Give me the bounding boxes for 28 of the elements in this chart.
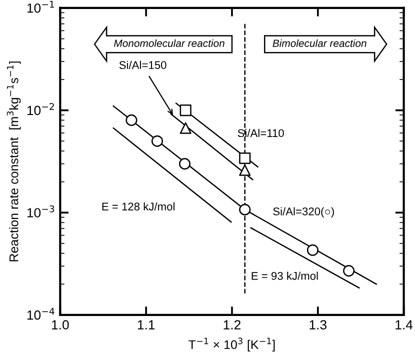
annotation: Si/Al=150 [119, 60, 166, 70]
annotation: Si/Al=110 [238, 128, 284, 138]
point [239, 152, 251, 164]
annotation: Bimolecular reaction [272, 39, 366, 47]
y-tick-label: 10$^{−1}$ [27, 0, 54, 13]
y-tick-label: 10$^{−2}$ [27, 103, 54, 116]
point [239, 164, 251, 176]
x-tick-label: 1.4 [396, 320, 413, 330]
point [239, 204, 251, 216]
point [151, 135, 164, 147]
y-axis-title: Reaction rate constant [m$^{3}$kg$^{−1}$s$^{−1}$] [6, 62, 21, 262]
point [126, 114, 138, 126]
point [343, 265, 355, 277]
annotation: E = 128 kJ/mol [102, 202, 174, 210]
point [180, 104, 192, 116]
point [178, 158, 191, 170]
annotation: Monomolecular reaction [114, 39, 224, 47]
x-tick-label: 1.1 [138, 320, 155, 330]
annotation: Si/Al=320(○) [273, 207, 334, 218]
annotation: E = 93 kJ/mol [252, 272, 318, 280]
point [306, 244, 319, 256]
y-tick-label: 10$^{−3}$ [27, 205, 54, 218]
x-tick-label: 1.2 [224, 320, 240, 330]
point [180, 122, 192, 134]
x-axis-title: T$^{−1}$ × 10$^{3}$ [K$^{−1}$] [188, 338, 275, 352]
y-tick-label: 10$^{−4}$ [27, 308, 54, 320]
x-tick-label: 1.0 [52, 320, 69, 330]
x-tick-label: 1.3 [310, 320, 326, 330]
